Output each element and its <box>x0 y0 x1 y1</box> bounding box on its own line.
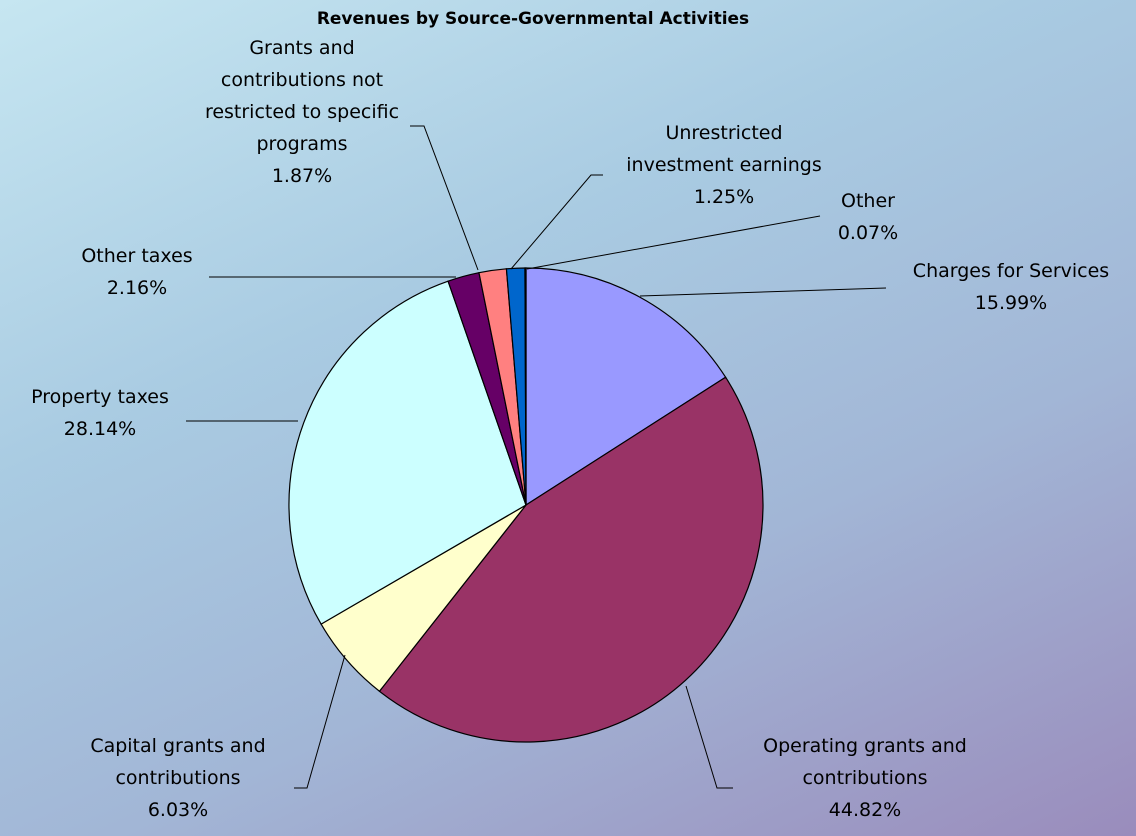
slice-percent: 6.03% <box>148 799 208 821</box>
slice-labels: Charges for Services 15.99% Operating gran… <box>31 37 1109 821</box>
pie-slice-property-taxes <box>288 280 527 625</box>
slice-label-line: Capital grants and <box>90 735 265 757</box>
slice-label-charges-for-services: Charges for Services 15.99% <box>913 260 1109 314</box>
slice-label-line: Other <box>841 190 895 212</box>
slice-label-line: Grants and <box>249 37 354 59</box>
slice-label-line: contributions <box>115 767 240 789</box>
slice-percent: 0.07% <box>838 222 898 244</box>
pie-slice-other <box>524 267 527 506</box>
slice-label-line: programs <box>256 133 347 155</box>
slice-label-capital-grants-and-contributions: Capital grants and contributions 6.03% <box>90 735 265 821</box>
slice-label-unrestricted-investment-earnings: Unrestricted investment earnings 1.25% <box>626 122 821 208</box>
slice-label-other-taxes: Other taxes 2.16% <box>81 245 192 299</box>
chart-title: Revenues by Source-Governmental Activiti… <box>317 9 749 29</box>
slice-label-line: Operating grants and <box>763 735 967 757</box>
slice-percent: 28.14% <box>64 418 136 440</box>
slice-label-line: contributions <box>802 767 927 789</box>
slice-label-operating-grants-and-contributions: Operating grants and contributions 44.82% <box>763 735 967 821</box>
slice-label-other: Other 0.07% <box>838 190 898 244</box>
slice-label-line: Other taxes <box>81 245 192 267</box>
pie-slice-charges-for-services <box>525 267 727 507</box>
slice-label-line: investment earnings <box>626 154 821 176</box>
slice-label-line: Property taxes <box>31 386 169 408</box>
pie-slice-operating-grants-and-contributions <box>378 376 764 743</box>
slice-label-property-taxes: Property taxes 28.14% <box>31 386 169 440</box>
slice-percent: 1.25% <box>694 186 754 208</box>
slice-label-grants-and-contributions-not-restricted-to-specific-programs: Grants and contributions not restricted to… <box>205 37 399 187</box>
slice-percent: 1.87% <box>272 165 332 187</box>
leader-line-grants-and-contributions-not-restricted-to-specific-programs <box>410 125 479 271</box>
slice-percent: 15.99% <box>975 292 1047 314</box>
leader-lines <box>186 125 887 789</box>
leader-line-unrestricted-investment-earnings <box>510 174 603 270</box>
slice-label-line: contributions not <box>221 69 383 91</box>
slice-label-line: Unrestricted <box>665 122 782 144</box>
slice-label-line: restricted to specific <box>205 101 399 123</box>
pie-slices <box>288 267 764 743</box>
leader-line-operating-grants-and-contributions <box>685 685 733 789</box>
slice-percent: 2.16% <box>107 277 167 299</box>
leader-line-capital-grants-and-contributions <box>294 654 346 789</box>
leader-line-charges-for-services <box>639 287 887 297</box>
slice-label-line: Charges for Services <box>913 260 1109 282</box>
leader-line-other <box>526 215 821 270</box>
slice-percent: 44.82% <box>829 799 901 821</box>
